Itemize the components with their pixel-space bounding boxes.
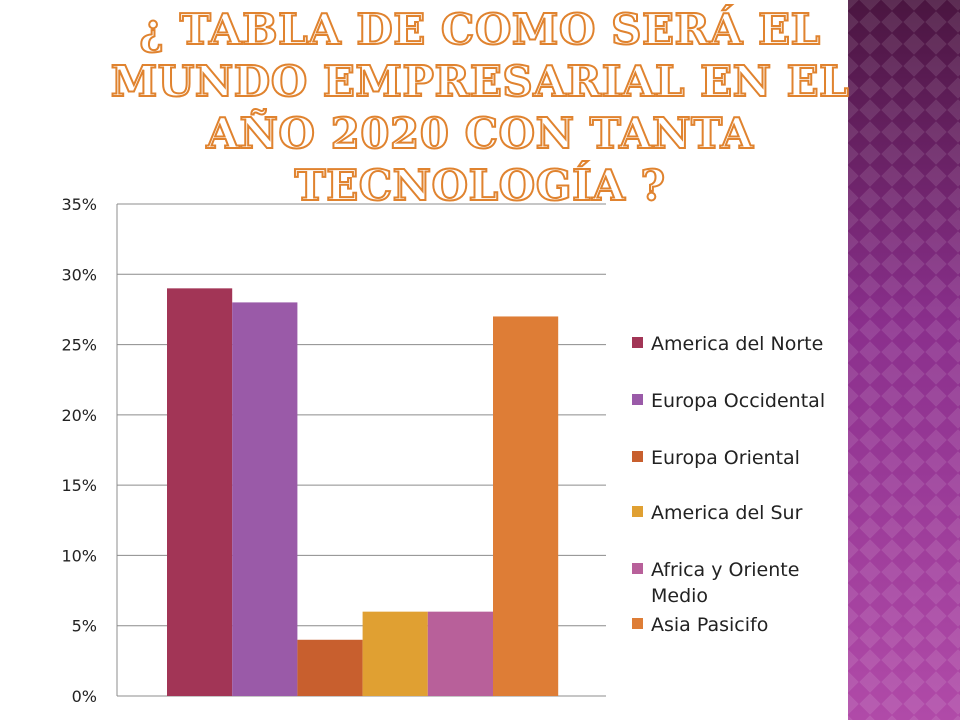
y-tick-label: 30%: [61, 265, 97, 284]
bar-america-del-sur: [362, 611, 428, 696]
y-tick-label: 20%: [61, 406, 97, 425]
legend-label: America del Norte: [651, 333, 823, 355]
legend-swatch: [632, 337, 643, 348]
y-tick-label: 10%: [61, 546, 97, 565]
legend-label: Africa y Oriente Medio: [651, 559, 799, 607]
decorative-side-panel: [848, 0, 960, 720]
legend-label: Europa Occidental: [651, 390, 825, 412]
bar-chart: 0% 5% 10% 15% 20% 25% 30% 35% America del Norte E…: [61, 195, 825, 706]
legend-label: America del Sur: [651, 502, 803, 524]
slide-title: ¿ Tabla de como será el mundo empresaria…: [110, 4, 850, 211]
legend-swatch: [632, 394, 643, 405]
y-tick-label: 35%: [61, 195, 97, 214]
legend-swatch: [632, 451, 643, 462]
legend-swatch: [632, 563, 643, 574]
y-tick-label: 0%: [72, 687, 97, 706]
y-tick-label: 5%: [72, 617, 97, 636]
bar-asia-pasicifo: [493, 316, 559, 696]
y-tick-label: 25%: [61, 336, 97, 355]
bar-europa-occidental: [232, 302, 298, 696]
bar-europa-oriental: [297, 639, 363, 696]
legend-label: Asia Pasicifo: [651, 614, 768, 636]
legend-swatch: [632, 506, 643, 517]
bar-america-del-norte: [167, 288, 233, 696]
y-tick-label: 15%: [61, 476, 97, 495]
legend-swatch: [632, 618, 643, 629]
bar-africa-y-oriente-medio: [427, 611, 493, 696]
legend-label: Europa Oriental: [651, 447, 800, 469]
